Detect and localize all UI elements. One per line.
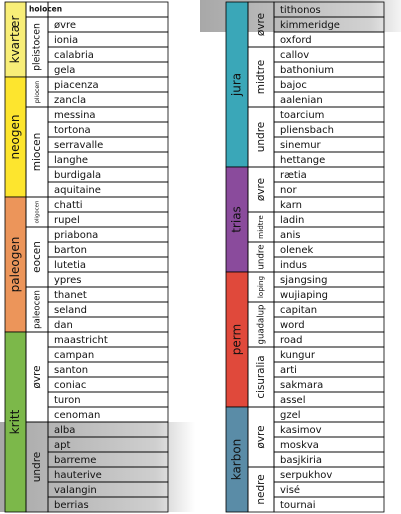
stage-label: priabona [54, 230, 98, 241]
stage-label: callov [280, 50, 309, 61]
stage-label: øvre [54, 20, 76, 31]
stage-label: sakmara [280, 380, 323, 391]
stage-label: visé [280, 484, 300, 496]
label: neogen [8, 115, 22, 160]
label: nedre [255, 474, 267, 504]
label: øvre [255, 13, 267, 36]
cell [47, 1, 169, 18]
stage-label: langhe [54, 155, 88, 166]
stage-label: messina [54, 110, 96, 121]
stage-label: alba [54, 425, 75, 436]
label: cisuralia [255, 355, 267, 398]
stage-label: valangin [54, 485, 97, 496]
label: paleogen [8, 237, 22, 293]
stage-label: karn [280, 200, 302, 211]
stage-label: apt [54, 440, 70, 451]
stage-label: pliensbach [280, 125, 334, 136]
label: undre [31, 452, 43, 483]
stage-label: sjangsing [280, 275, 327, 286]
stage-label: tithonos [280, 5, 321, 16]
stage-label: seland [54, 305, 87, 316]
cell [47, 496, 169, 513]
stage-label: barton [54, 245, 87, 256]
label: kritt [8, 409, 22, 434]
label: miocen [31, 133, 43, 171]
stage-label: ypres [54, 275, 82, 286]
stage-label: rætia [280, 170, 307, 181]
stage-label: barreme [54, 455, 96, 466]
label: pliocen [34, 81, 41, 103]
stage-label: ionia [54, 35, 78, 46]
stage-label: bathonium [280, 65, 334, 76]
label: jura [230, 73, 244, 97]
stage-label: moskva [280, 440, 319, 451]
stage-label: coniac [54, 380, 86, 391]
label: øvre [255, 425, 267, 448]
stage-label: dan [54, 320, 73, 331]
stage-label: oxford [280, 35, 312, 46]
stage-label: santon [54, 365, 88, 376]
label: kvartær [8, 16, 22, 64]
stage-label: hauterive [54, 470, 102, 481]
stage-label: chatti [54, 200, 83, 211]
stage-label: olenek [280, 245, 314, 256]
label: pleistocen [32, 23, 43, 71]
stage-label: burdigala [54, 170, 101, 181]
stage-label: serpukhov [280, 470, 332, 481]
stage-label: lutetia [54, 260, 86, 271]
stage-label: hettange [280, 155, 325, 166]
epoch-label: holocen [29, 5, 62, 14]
stage-label: turon [54, 395, 81, 406]
stage-label: berrias [54, 500, 89, 511]
stage-label: sinemur [280, 140, 322, 151]
label: midtre [256, 215, 265, 239]
stage-label: arti [280, 365, 297, 376]
stage-label: serravalle [54, 140, 103, 151]
stage-label: kungur [280, 350, 316, 361]
stage-label: tournai [280, 500, 316, 511]
stage-label: thanet [54, 290, 87, 301]
stage-label: campan [54, 350, 94, 361]
stage-label: zancla [54, 95, 86, 106]
label: perm [230, 324, 244, 355]
label: midtre [255, 60, 267, 94]
label: guadalup [257, 305, 267, 345]
stage-label: calabria [54, 50, 94, 61]
stage-label: kasimov [280, 425, 322, 436]
label: paleocen [33, 290, 43, 329]
stage-label: basjkiria [280, 455, 322, 466]
stage-label: gzel [280, 410, 301, 421]
stage-label: toarcium [280, 110, 324, 121]
stage-label: aalenian [280, 95, 323, 106]
label: undre [257, 244, 267, 269]
stage-label: road [280, 335, 303, 346]
stage-label: ladin [280, 215, 304, 226]
stage-label: anis [280, 230, 300, 241]
stage-label: kimmeridge [280, 20, 340, 31]
label: karbon [230, 439, 244, 481]
label: øvre [255, 178, 267, 201]
stage-label: maastricht [54, 335, 108, 346]
label: eocen [31, 241, 43, 273]
stage-label: capitan [280, 305, 317, 316]
stage-label: word [280, 320, 305, 331]
stage-label: bajoc [280, 80, 307, 91]
stage-label: nor [280, 185, 297, 196]
label: loping [256, 276, 265, 298]
stage-label: piacenza [54, 80, 99, 91]
stage-label: cenoman [54, 410, 100, 421]
stage-label: assel [280, 395, 305, 406]
label: undre [255, 122, 267, 153]
stage-label: wujiaping [280, 290, 328, 301]
stage-label: rupel [54, 215, 80, 226]
cell [273, 496, 385, 513]
label: trias [230, 206, 244, 233]
stage-label: tortona [54, 125, 91, 136]
label: øvre [31, 365, 43, 388]
stage-label: aquitaine [54, 185, 101, 196]
label: oligocen [35, 201, 41, 224]
stage-label: indus [280, 260, 307, 271]
stage-label: gela [54, 65, 75, 76]
